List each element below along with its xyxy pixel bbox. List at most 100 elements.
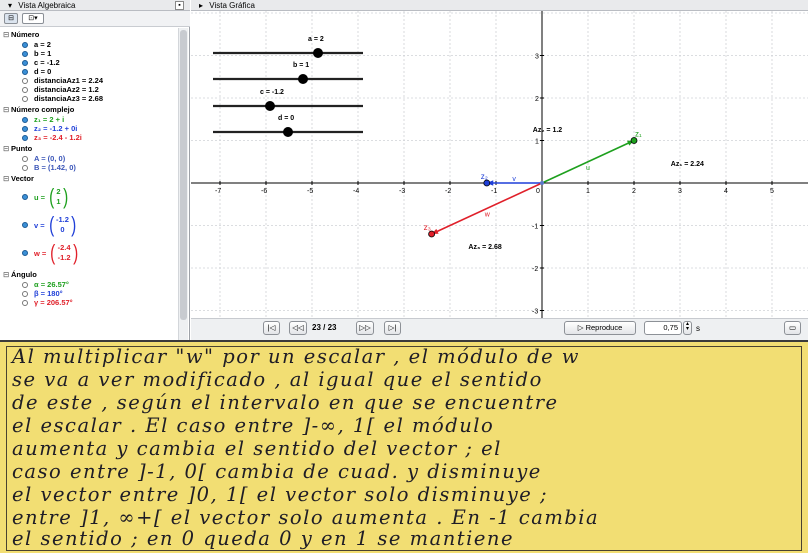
group-header[interactable]: ⊟ Número complejo [3,105,74,114]
slider-handle[interactable] [283,127,293,137]
visibility-toggle-icon[interactable] [22,222,28,228]
algebra-item[interactable]: α = 26.57° [22,280,69,289]
visibility-toggle-icon[interactable] [22,281,28,288]
algebra-item[interactable]: distanciaAz3 = 2.68 [22,94,103,103]
algebra-item[interactable]: z₂ = -1.2 + 0i [22,124,77,133]
visibility-toggle-icon[interactable] [22,194,28,200]
note-line: el sentido ; en 0 queda 0 y en 1 se mant… [12,527,514,550]
algebra-item[interactable]: β = 180° [22,289,63,298]
slider-handle[interactable] [313,48,323,58]
group-header[interactable]: ⊟ Punto [3,144,32,153]
first-step-button[interactable]: |◁ [263,321,280,335]
visibility-toggle-icon[interactable] [22,290,28,297]
tree-toggle-icon[interactable]: ⊟ [3,174,10,183]
slider-handle[interactable] [298,74,308,84]
algebra-item[interactable]: B = (1.42, 0) [22,163,76,172]
speed-stepper[interactable]: ▴ ▾ [683,321,692,335]
play-button[interactable]: ▷ Reproduce [564,321,636,335]
algebra-item[interactable]: d = 0 [22,67,51,76]
point-A[interactable] [540,181,544,185]
note-line: el escalar . El caso entre ]-∞, 1[ el mó… [12,414,495,437]
vector-matrix: (-1.2 0) [48,212,77,237]
point-z3[interactable] [428,230,436,238]
graphics-canvas[interactable]: -7 -6 -5 -4 -3 -2 -1 0 1 2 3 4 5 3 2 1 -1 -2 -3 z₁ u z₂ v z₃ w Az… [191,11,808,318]
vector-u[interactable] [541,139,635,184]
y-tick-label: -3 [532,309,538,316]
algebra-item-text: z₁ = 2 + i [34,115,65,124]
x-tick-label: 3 [678,188,682,195]
step-counter: 23 / 23 [312,323,337,332]
algebra-scrollbar[interactable] [178,28,188,340]
collapse-arrow-icon[interactable]: ▸ [199,1,204,10]
group-header[interactable]: ⊟ Ángulo [3,270,37,279]
visibility-toggle-icon[interactable] [22,50,28,57]
group-label: Ángulo [11,270,37,279]
algebra-item[interactable]: c = -1.2 [22,58,60,67]
close-icon[interactable]: ▪ [175,1,184,10]
visibility-toggle-icon[interactable] [22,41,28,48]
algebra-item[interactable]: z₁ = 2 + i [22,115,64,124]
next-step-button[interactable]: ▷▷ [356,321,374,335]
view-options-icon[interactable]: ⊡▾ [22,13,44,24]
visibility-toggle-icon[interactable] [22,125,28,132]
visibility-toggle-icon[interactable] [22,86,28,93]
graphics-view[interactable]: ▸ Vista Gráfica -7 -6 -5 -4 -3 -2 -1 0 1 2 3 4 5 3 2 1-… [191,0,808,340]
visibility-toggle-icon[interactable] [22,68,28,75]
algebra-item[interactable]: distanciaAz1 = 2.24 [22,76,103,85]
sort-icon[interactable]: ⊟ [4,13,18,24]
x-tick-label: -5 [307,188,313,195]
algebra-vector-item[interactable]: u =(2 1) [22,186,69,208]
point-z2[interactable] [483,179,491,187]
tree-toggle-icon[interactable]: ⊟ [3,105,10,114]
tree-toggle-icon[interactable]: ⊟ [3,270,10,279]
visibility-toggle-icon[interactable] [22,299,28,306]
vector-name: u = [34,192,46,202]
vector-component-x: -2.4 [57,243,71,252]
visibility-toggle-icon[interactable] [22,95,28,102]
y-tick-label: -2 [532,266,538,273]
algebra-item[interactable]: a = 2 [22,40,51,49]
algebra-vector-item[interactable]: v =(-1.2 0) [22,212,77,237]
visibility-toggle-icon[interactable] [22,164,28,171]
algebra-vector-item[interactable]: w =(-2.4 -1.2) [22,242,79,264]
note-line: se va a ver modificado , al igual que el… [12,368,543,391]
point-label: z₁ [635,130,642,139]
vector-name: w = [34,248,47,258]
vector-component-y: -1.2 [57,253,71,262]
visibility-toggle-icon[interactable] [22,134,28,141]
algebra-item[interactable]: b = 1 [22,49,51,58]
visibility-toggle-icon[interactable] [22,155,28,162]
visibility-toggle-icon[interactable] [22,250,28,256]
vector-label: u [586,165,590,172]
point-z1[interactable] [630,137,638,144]
visibility-toggle-icon[interactable] [22,116,28,123]
algebra-item[interactable]: z₃ = -2.4 - 1.2i [22,133,82,142]
group-header[interactable]: ⊟ Número [3,30,39,39]
speed-input[interactable]: 0,75 [644,321,682,335]
previous-step-button[interactable]: ◁◁ [289,321,307,335]
slider-label: c = -1.2 [260,89,284,96]
algebra-item[interactable]: γ = 206.57° [22,298,73,307]
note-frame [6,346,802,551]
visibility-toggle-icon[interactable] [22,77,28,84]
x-tick-label: -6 [261,188,267,195]
group-header[interactable]: ⊟ Vector [3,174,34,183]
az2-annotation: Az₂ = 1.2 [533,127,562,134]
algebra-item[interactable]: distanciaAz2 = 1.2 [22,85,99,94]
algebra-item-text: c = -1.2 [34,58,60,67]
algebra-item[interactable]: A = (0, 0) [22,154,65,163]
visibility-toggle-icon[interactable] [22,59,28,66]
last-step-button[interactable]: ▷| [384,321,401,335]
note-line: el vector entre ]0, 1[ el vector solo di… [12,483,549,506]
vector-w[interactable] [431,182,543,235]
algebra-item-text: A = (0, 0) [34,154,66,163]
collapse-arrow-icon[interactable]: ▾ [8,1,13,10]
tree-toggle-icon[interactable]: ⊟ [3,30,10,39]
slider-handle[interactable] [265,101,275,111]
first-icon: |◁ [267,323,276,332]
point-label: z₂ [481,172,488,181]
graphics-settings-button[interactable]: ▭ [784,321,801,335]
tree-toggle-icon[interactable]: ⊟ [3,144,10,153]
